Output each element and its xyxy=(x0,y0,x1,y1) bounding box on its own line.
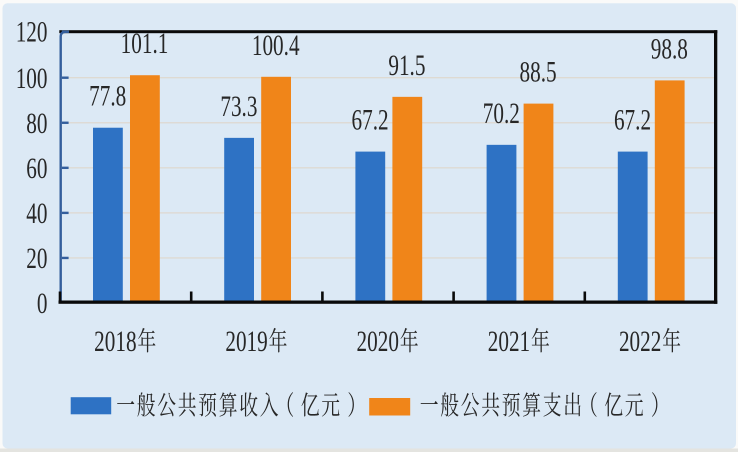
svg-text:100: 100 xyxy=(16,61,48,94)
svg-text:2019: 2019 xyxy=(225,324,267,357)
svg-text:88.5: 88.5 xyxy=(520,55,557,88)
svg-text:70.2: 70.2 xyxy=(483,96,520,129)
svg-text:2022: 2022 xyxy=(619,324,661,357)
svg-text:80: 80 xyxy=(26,106,47,139)
svg-text:67.2: 67.2 xyxy=(614,103,651,136)
svg-text:67.2: 67.2 xyxy=(352,103,389,136)
svg-text:98.8: 98.8 xyxy=(651,32,688,65)
svg-text:77.8: 77.8 xyxy=(89,79,126,112)
svg-text:0: 0 xyxy=(37,287,48,320)
svg-text:60: 60 xyxy=(26,151,47,184)
svg-text:73.3: 73.3 xyxy=(220,89,257,122)
svg-text:20: 20 xyxy=(26,242,47,275)
svg-text:100.4: 100.4 xyxy=(252,28,300,61)
svg-text:120: 120 xyxy=(16,15,48,48)
svg-text:2021: 2021 xyxy=(488,324,530,357)
svg-text:40: 40 xyxy=(26,197,47,230)
svg-text:91.5: 91.5 xyxy=(388,48,425,81)
svg-text:2018: 2018 xyxy=(94,324,136,357)
svg-text:2020: 2020 xyxy=(357,324,399,357)
